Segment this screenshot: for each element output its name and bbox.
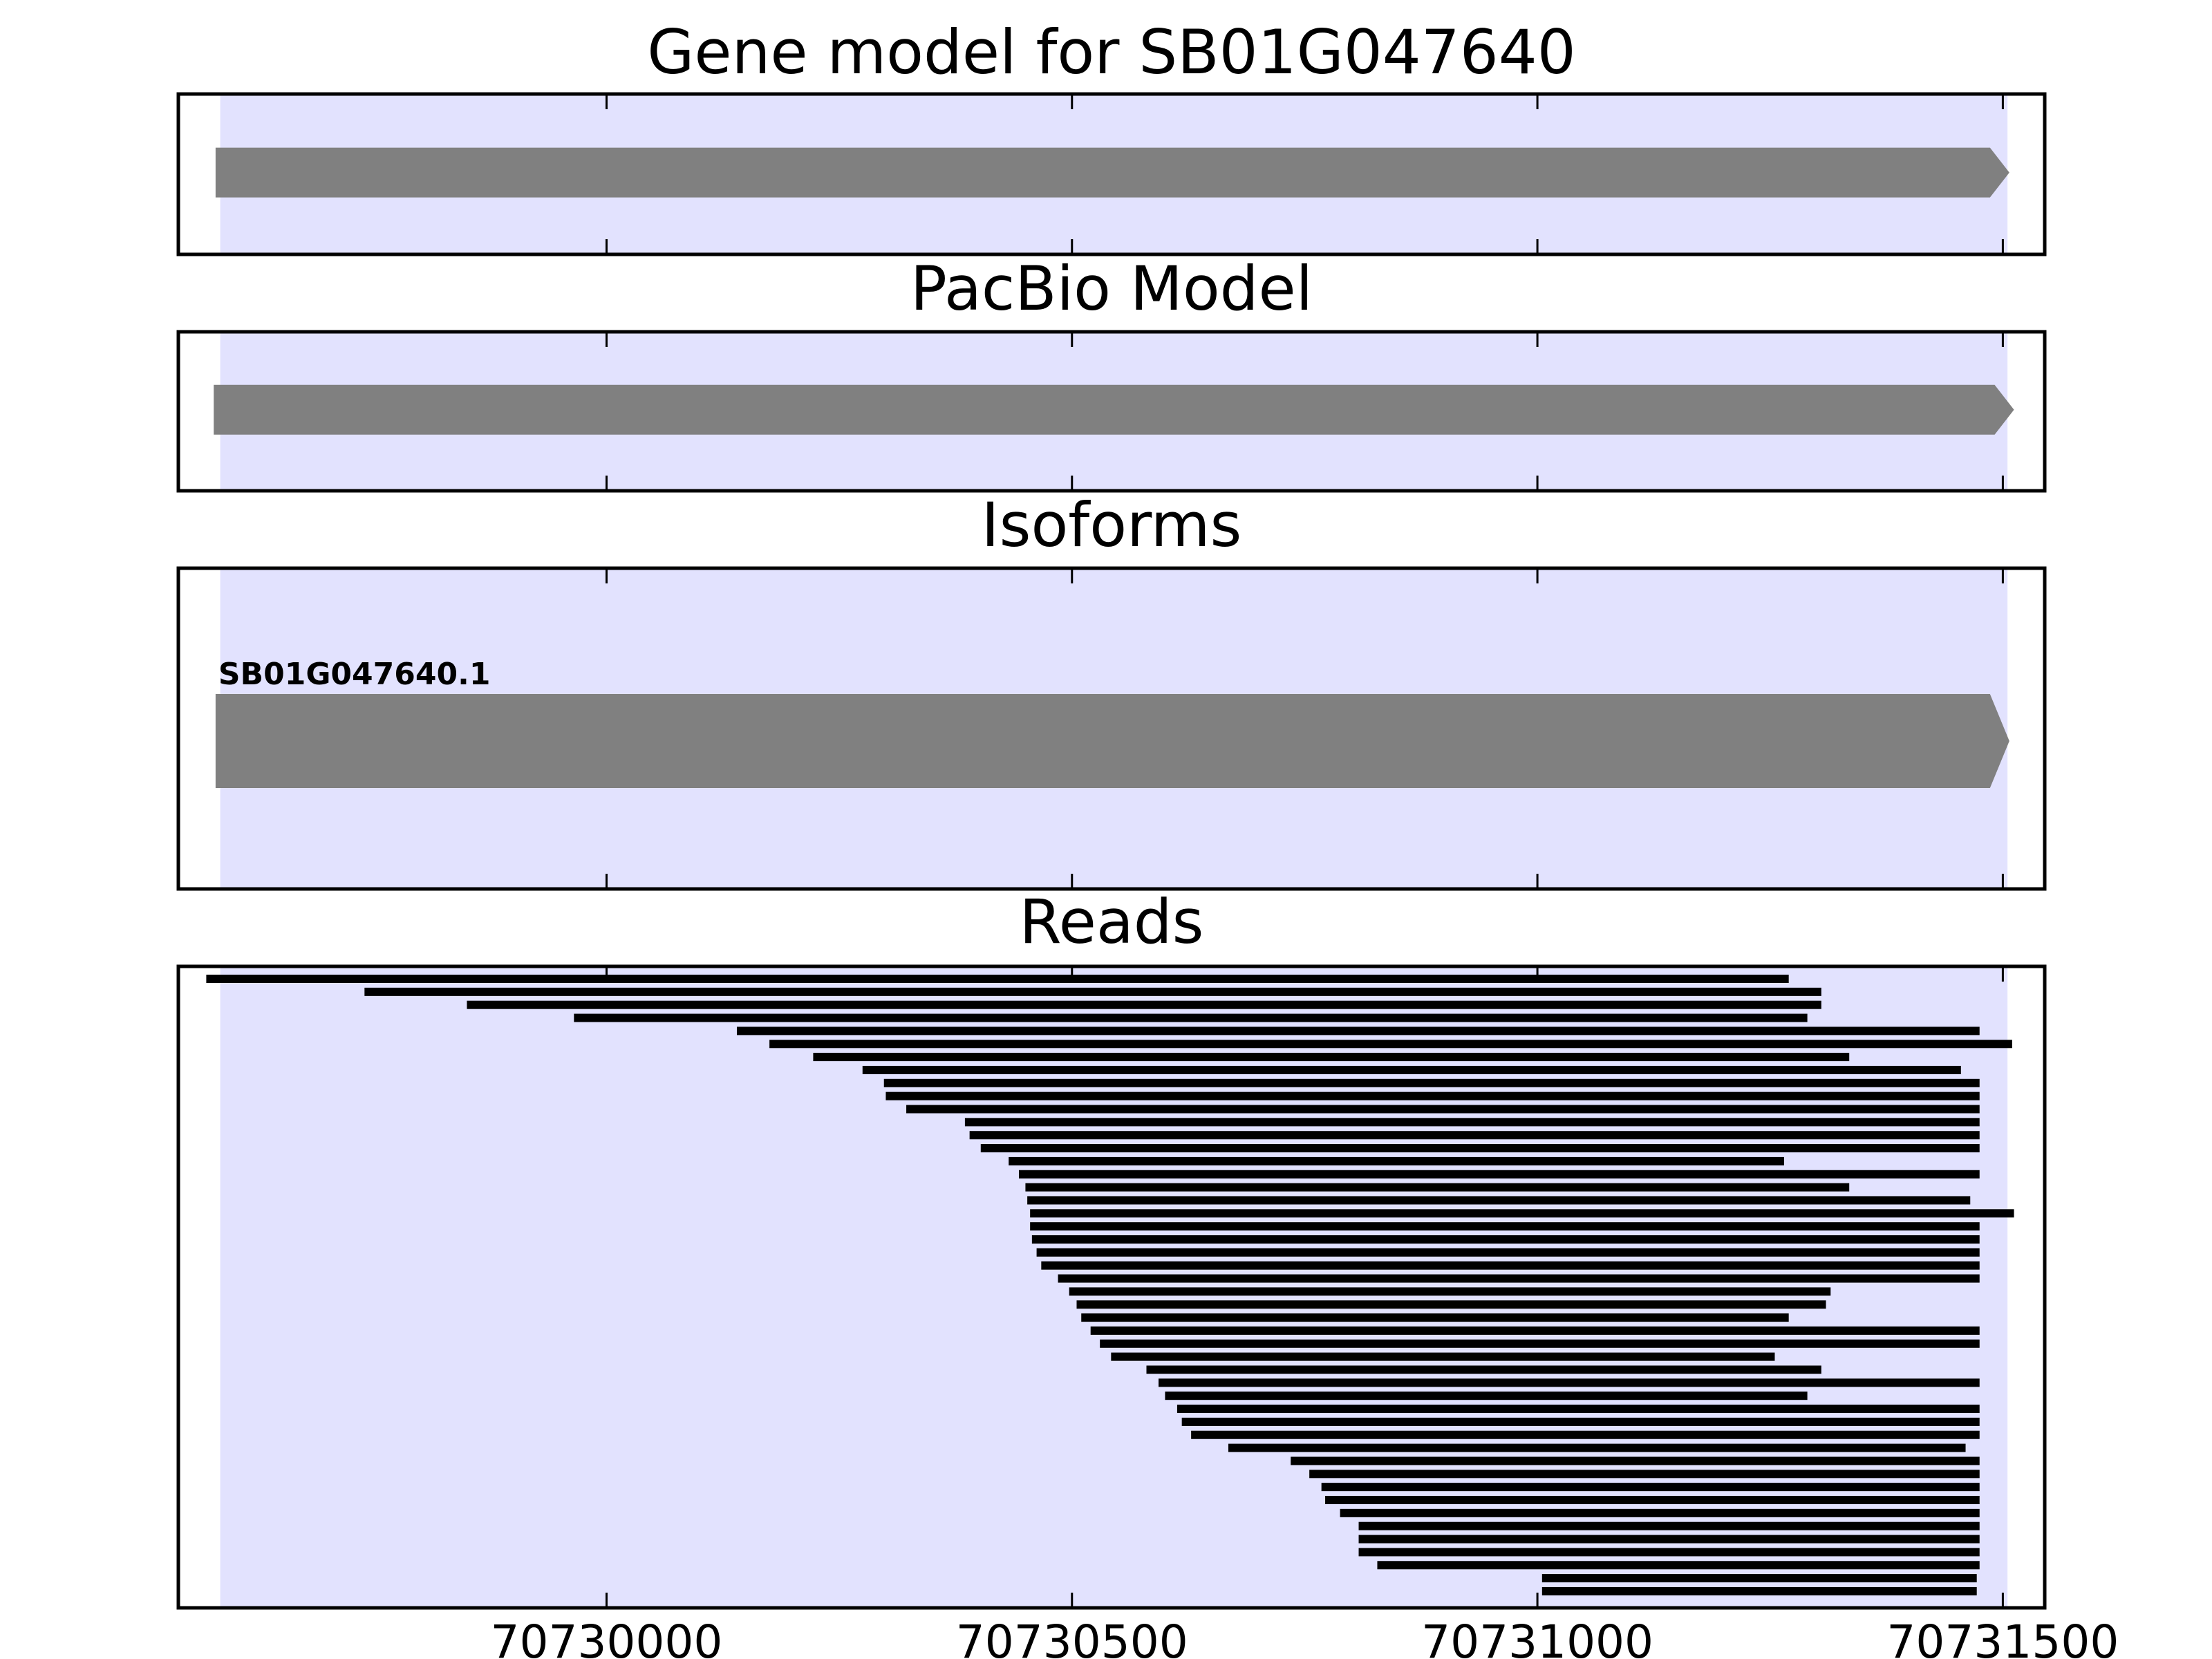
read-bar (1541, 1574, 1977, 1583)
read-bar (1058, 1274, 1980, 1283)
read-bar (1191, 1430, 1980, 1439)
reads-title: Reads (1020, 886, 1204, 957)
gene-model-panel: Gene model for SB01G047640 (176, 17, 2047, 256)
read-bar (1177, 1405, 1980, 1414)
read-bar (885, 1091, 1980, 1100)
x-tick-label: 70730000 (490, 1615, 722, 1659)
x-axis: 70730000 70730500 70731000 70731500 (490, 1615, 2119, 1659)
read-bar (883, 1078, 1980, 1087)
read-bar (1111, 1352, 1775, 1361)
read-bar (1181, 1417, 1980, 1426)
read-bar (467, 1000, 1821, 1009)
panel-frame (176, 964, 2047, 1610)
read-bar (1090, 1326, 1980, 1335)
read-bar (1081, 1313, 1789, 1322)
read-bar (1030, 1209, 2014, 1218)
read-bar (1377, 1561, 1980, 1570)
read-bar (364, 987, 1821, 996)
read-bar (964, 1118, 1980, 1127)
read-bar (206, 975, 1789, 983)
x-tick-label: 70730500 (956, 1615, 1188, 1659)
reads-panel: Reads (176, 886, 2047, 1610)
isoform-label: SB01G047640.1 (218, 657, 491, 692)
read-bar (769, 1040, 2012, 1049)
x-tick-label: 70731000 (1421, 1615, 1653, 1659)
read-bar (1036, 1248, 1980, 1257)
read-bar (1025, 1183, 1850, 1192)
read-bar (1076, 1300, 1826, 1309)
read-bar (813, 1053, 1850, 1062)
read-bar (1027, 1196, 1971, 1205)
gene-feature (215, 694, 2009, 788)
read-bar (1030, 1222, 1980, 1231)
read-bar (1159, 1378, 1980, 1387)
x-tick-label: 70731500 (1886, 1615, 2119, 1659)
read-bar (1100, 1339, 1980, 1348)
gene-feature (215, 147, 2009, 198)
read-bar (906, 1105, 1980, 1114)
read-bar (1146, 1365, 1821, 1374)
read-bar (1541, 1586, 1977, 1595)
read-bar (1041, 1261, 1980, 1270)
read-bar (1069, 1287, 1831, 1296)
read-bar (1019, 1170, 1980, 1179)
isoforms-panel: Isoforms SB01G047640.1 (176, 489, 2047, 891)
read-bar (1009, 1156, 1784, 1165)
read-bar (1291, 1456, 1980, 1465)
panel-frame (176, 92, 2047, 256)
read-bar (574, 1013, 1808, 1022)
pacbio-model-panel: PacBio Model (176, 253, 2047, 493)
read-bar (1358, 1535, 1980, 1544)
isoforms-title: Isoforms (982, 489, 1242, 561)
read-bar (1165, 1391, 1808, 1400)
read-bar (736, 1027, 1980, 1035)
read-bar (1228, 1443, 1966, 1452)
gene-feature (214, 384, 2014, 435)
read-bar (1358, 1521, 1980, 1530)
read-bar (862, 1065, 1961, 1074)
read-bar (1321, 1483, 1980, 1492)
read-bar (1309, 1470, 1980, 1479)
panel-frame (176, 566, 2047, 891)
gene-model-title: Gene model for SB01G047640 (647, 17, 1576, 88)
read-bar (1031, 1235, 1980, 1244)
read-bar (969, 1131, 1980, 1140)
panel-frame (176, 330, 2047, 493)
read-bar (980, 1144, 1980, 1153)
read-bar (1358, 1548, 1980, 1557)
pacbio-model-title: PacBio Model (910, 253, 1313, 324)
read-bar (1340, 1508, 1980, 1517)
read-bar (1325, 1496, 1980, 1504)
